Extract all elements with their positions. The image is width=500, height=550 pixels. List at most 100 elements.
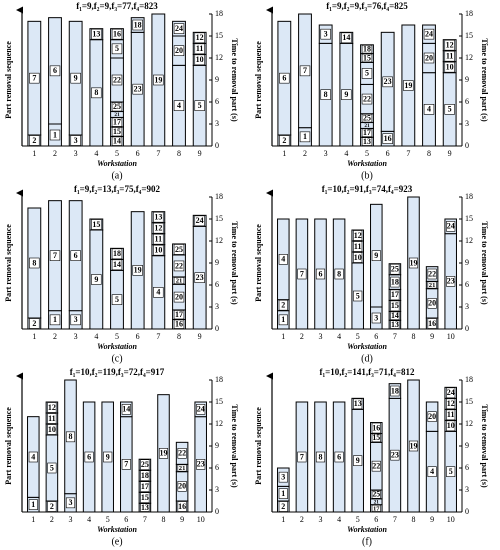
part-label: 15 — [141, 493, 149, 502]
part-label: 17 — [391, 290, 399, 299]
part-label: 5 — [365, 69, 369, 78]
x-tick-label: 1 — [32, 149, 36, 158]
part-label: 5 — [449, 467, 453, 476]
label-box — [153, 222, 164, 234]
label-box — [427, 318, 437, 329]
part-label: 13 — [92, 29, 100, 38]
x-tick-label: 1 — [281, 332, 285, 341]
label-box — [427, 268, 437, 280]
part-label: 25 — [372, 490, 380, 499]
label-box — [446, 466, 456, 477]
part-label: 4 — [177, 101, 181, 110]
x-tick-label: 4 — [94, 332, 98, 341]
part-label: 12 — [48, 403, 56, 412]
part-label: 3 — [374, 313, 378, 322]
part-label: 5 — [448, 105, 452, 114]
y2-axis-label: Time to removal part (s) — [230, 38, 239, 122]
label-box — [29, 257, 40, 269]
label-box — [320, 89, 331, 100]
y-tick-label: 15 — [465, 397, 473, 406]
part-label: 14 — [342, 33, 350, 42]
part-label: 10 — [48, 425, 56, 434]
caption: (c) — [111, 353, 122, 364]
label-box — [446, 409, 456, 421]
part-label: 13 — [391, 320, 399, 329]
label-box — [299, 65, 311, 77]
part-label: 1 — [281, 315, 285, 324]
y-tick-label: 0 — [215, 507, 219, 516]
label-box — [70, 135, 81, 146]
label-box — [341, 89, 352, 100]
label-box — [177, 448, 187, 459]
y-tick-label: 12 — [465, 419, 473, 428]
label-box — [278, 254, 288, 265]
label-box — [278, 314, 288, 326]
label-box — [382, 76, 393, 88]
y-tick-label: 18 — [215, 9, 223, 18]
part-label: 24 — [175, 24, 183, 33]
part-label: 20 — [175, 292, 183, 301]
part-label: 8 — [69, 432, 73, 441]
label-box — [70, 314, 81, 326]
part-label: 2 — [281, 300, 285, 309]
part-label: 20 — [425, 53, 433, 62]
part-label: 1 — [53, 130, 57, 139]
x-tick-label: 5 — [356, 332, 360, 341]
y-tick-label: 15 — [215, 31, 223, 40]
part-label: 24 — [447, 222, 455, 231]
x-axis-label: Workstation — [97, 159, 137, 168]
label-box — [49, 314, 61, 326]
x-tick-label: 7 — [406, 149, 410, 158]
y-tick-label: 9 — [215, 75, 219, 84]
part-label: 1 — [31, 500, 35, 509]
label-box — [49, 65, 61, 77]
label-box — [91, 274, 102, 285]
part-label: 18 — [134, 20, 142, 29]
x-tick-label: 6 — [124, 515, 128, 524]
part-label: 8 — [319, 452, 323, 461]
label-box — [121, 404, 131, 415]
part-label: 18 — [391, 277, 399, 286]
part-label: 12 — [196, 33, 204, 42]
label-box — [353, 398, 363, 410]
x-tick-label: 2 — [303, 149, 307, 158]
y-tick-label: 18 — [465, 192, 473, 201]
x-tick-label: 10 — [197, 515, 205, 524]
x-tick-label: 1 — [32, 332, 36, 341]
label-box — [91, 28, 102, 40]
caption: (d) — [361, 353, 373, 364]
part-label: 7 — [32, 73, 36, 82]
part-label: 11 — [446, 51, 454, 60]
part-label: 19 — [410, 441, 418, 450]
part-label: 22 — [363, 94, 371, 103]
part-label: 4 — [427, 105, 431, 114]
x-tick-label: 3 — [74, 332, 78, 341]
label-box — [334, 268, 344, 280]
label-box — [111, 294, 123, 305]
y2-axis-label: Time to removal part (s) — [230, 404, 239, 488]
label-box — [140, 503, 150, 512]
part-label: 4 — [31, 452, 35, 461]
y-axis-label: Part removal sequence — [254, 407, 263, 485]
label-box — [84, 451, 94, 463]
label-box — [279, 72, 290, 84]
part-label: 21 — [176, 278, 183, 285]
x-tick-label: 4 — [344, 149, 348, 158]
part-label: 9 — [94, 275, 98, 284]
part-label: 9 — [74, 73, 78, 82]
x-tick-label: 5 — [356, 515, 360, 524]
x-axis-label: Workstation — [347, 342, 387, 351]
part-label: 8 — [94, 88, 98, 97]
label-box — [158, 448, 169, 459]
part-label: 3 — [324, 29, 328, 38]
part-label: 10 — [196, 55, 204, 64]
x-tick-label: 8 — [427, 149, 431, 158]
part-label: 12 — [354, 231, 362, 240]
part-label: 11 — [155, 234, 163, 243]
label-box — [353, 455, 363, 466]
part-label: 5 — [50, 463, 54, 472]
label-box — [408, 257, 419, 269]
y-tick-label: 6 — [215, 280, 219, 289]
